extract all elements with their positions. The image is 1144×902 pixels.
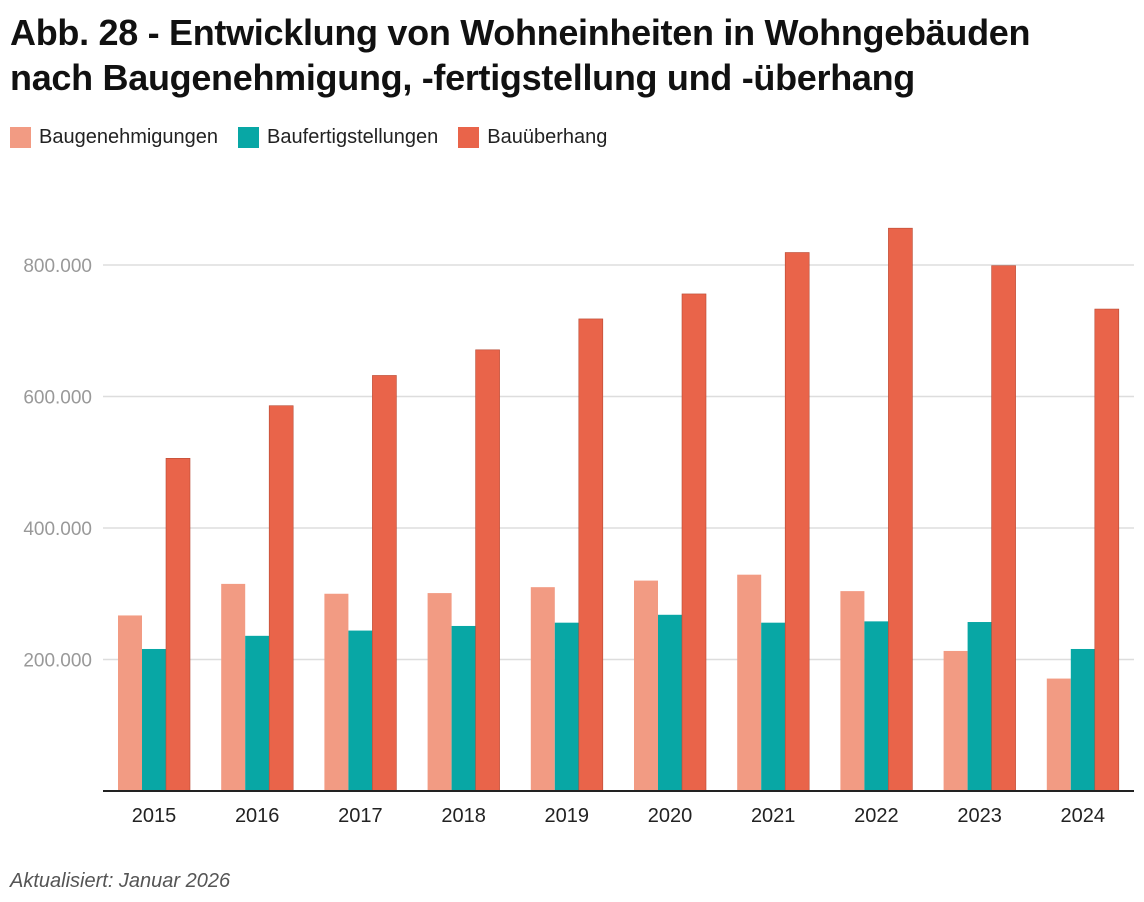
y-tick-label: 400.000 bbox=[23, 519, 92, 540]
bar-baufertigstellungen-2015[interactable] bbox=[142, 648, 166, 791]
x-tick-label: 2023 bbox=[957, 805, 1002, 827]
legend-item-baufertigstellungen[interactable]: Baufertigstellungen bbox=[238, 126, 438, 149]
bar-baugenehmigungen-2017[interactable] bbox=[324, 593, 349, 791]
bars bbox=[118, 227, 1120, 792]
x-tick-label: 2022 bbox=[854, 805, 899, 827]
bar-bauueberhang-2015[interactable] bbox=[165, 458, 191, 792]
legend-swatch-bauueberhang bbox=[458, 127, 480, 148]
bar-baugenehmigungen-2015[interactable] bbox=[118, 615, 142, 791]
bar-bauueberhang-2020[interactable] bbox=[681, 293, 707, 792]
bar-baugenehmigungen-2016[interactable] bbox=[221, 583, 246, 791]
legend-label-baufertigstellungen: Baufertigstellungen bbox=[267, 126, 439, 148]
bar-baufertigstellungen-2022[interactable] bbox=[864, 621, 889, 791]
bar-baufertigstellungen-2016[interactable] bbox=[245, 635, 270, 791]
bar-baugenehmigungen-2018[interactable] bbox=[427, 593, 452, 791]
bar-baugenehmigungen-2023[interactable] bbox=[943, 650, 968, 791]
bar-baufertigstellungen-2024[interactable] bbox=[1070, 648, 1095, 791]
bar-baugenehmigungen-2024[interactable] bbox=[1046, 678, 1071, 791]
y-axis-ticks: 200.000 400.000 600.000 800.000 bbox=[23, 256, 92, 672]
legend: Baugenehmigungen Baufertigstellungen Bau… bbox=[10, 126, 627, 149]
x-tick-label: 2015 bbox=[132, 805, 177, 827]
bar-bauueberhang-2021[interactable] bbox=[784, 252, 810, 792]
bar-bauueberhang-2022[interactable] bbox=[888, 227, 913, 792]
bar-baufertigstellungen-2021[interactable] bbox=[761, 622, 786, 791]
bar-baufertigstellungen-2020[interactable] bbox=[658, 614, 682, 791]
legend-item-baugenehmigungen[interactable]: Baugenehmigungen bbox=[10, 126, 218, 149]
legend-swatch-baugenehmigungen bbox=[10, 127, 31, 148]
legend-swatch-baufertigstellungen bbox=[238, 127, 260, 148]
bar-bauueberhang-2017[interactable] bbox=[372, 375, 397, 792]
bar-baugenehmigungen-2020[interactable] bbox=[634, 580, 658, 791]
legend-item-bauueberhang[interactable]: Bauüberhang bbox=[458, 126, 607, 149]
chart-title-line-1: Abb. 28 - Entwicklung von Wohneinheiten … bbox=[10, 12, 1031, 53]
x-tick-label: 2019 bbox=[545, 805, 590, 827]
bar-baufertigstellungen-2019[interactable] bbox=[554, 622, 579, 791]
bar-baugenehmigungen-2019[interactable] bbox=[530, 587, 555, 791]
bar-bauueberhang-2016[interactable] bbox=[268, 405, 294, 792]
bar-baugenehmigungen-2022[interactable] bbox=[840, 591, 865, 791]
legend-label-bauueberhang: Bauüberhang bbox=[487, 126, 608, 148]
chart-title-line-2: nach Baugenehmigung, -fertigstellung und… bbox=[10, 57, 915, 98]
x-tick-label: 2024 bbox=[1061, 805, 1106, 827]
bar-baufertigstellungen-2018[interactable] bbox=[451, 625, 476, 791]
chart-title: Abb. 28 - Entwicklung von Wohneinheiten … bbox=[10, 10, 1140, 100]
y-tick-label: 800.000 bbox=[23, 256, 92, 277]
bar-baugenehmigungen-2021[interactable] bbox=[737, 574, 762, 791]
bar-baufertigstellungen-2017[interactable] bbox=[348, 630, 373, 791]
bar-bauueberhang-2024[interactable] bbox=[1094, 308, 1120, 792]
bar-bauueberhang-2023[interactable] bbox=[991, 265, 1016, 792]
legend-label-baugenehmigungen: Baugenehmigungen bbox=[39, 126, 219, 148]
x-axis-ticks: 2015 2016 2017 2018 2019 2020 2021 2022 2023 2024 bbox=[132, 805, 1105, 827]
bar-bauueberhang-2018[interactable] bbox=[475, 349, 500, 792]
y-tick-label: 600.000 bbox=[23, 388, 92, 409]
x-tick-label: 2016 bbox=[235, 805, 280, 827]
x-tick-label: 2018 bbox=[441, 805, 486, 827]
x-tick-label: 2021 bbox=[751, 805, 796, 827]
x-tick-label: 2017 bbox=[338, 805, 383, 827]
gridlines bbox=[103, 264, 1134, 661]
x-tick-label: 2020 bbox=[648, 805, 693, 827]
y-tick-label: 200.000 bbox=[23, 651, 92, 672]
bar-bauueberhang-2019[interactable] bbox=[578, 318, 604, 792]
footnote-updated: Aktualisiert: Januar 2026 bbox=[10, 870, 231, 892]
bar-baufertigstellungen-2023[interactable] bbox=[967, 622, 992, 791]
